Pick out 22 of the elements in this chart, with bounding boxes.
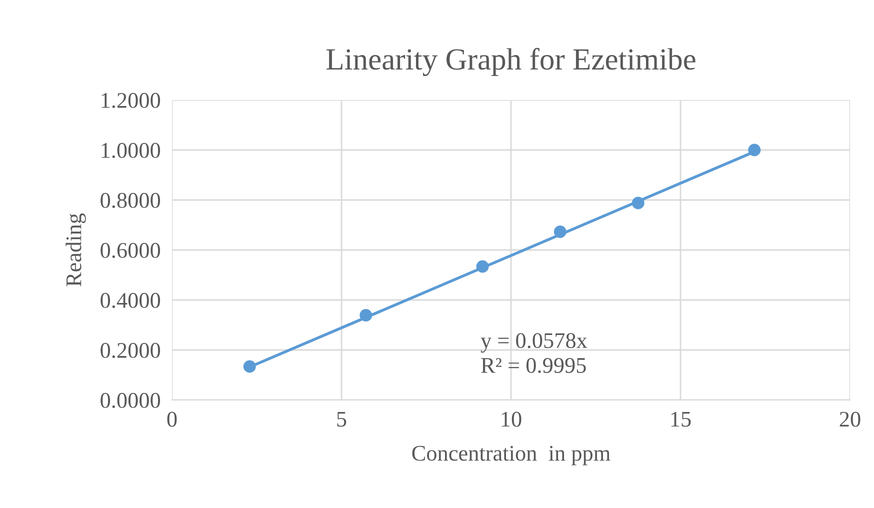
point xyxy=(476,260,489,273)
x-tick-label: 15 xyxy=(671,412,691,427)
x-tick-label: 0 xyxy=(167,412,177,427)
annotation: y = 0.0578x R² = 0.9995 xyxy=(480,333,588,374)
y-tick-label: 0.2000 xyxy=(100,342,160,358)
point xyxy=(243,360,256,373)
y-tick-label: 0.8000 xyxy=(100,192,160,208)
x-axis-title: Concentration in ppm xyxy=(412,446,610,466)
point xyxy=(360,309,372,322)
y-tick-label: 1.2000 xyxy=(102,92,160,108)
point xyxy=(632,196,644,210)
point xyxy=(748,144,761,156)
point xyxy=(554,226,566,238)
y-tick-label: 0.6000 xyxy=(100,242,160,258)
x-tick-label: 5 xyxy=(337,412,346,427)
y-tick-label: 1.0000 xyxy=(102,142,160,158)
y-axis-title: Reading xyxy=(66,213,86,286)
x-tick-label: 10 xyxy=(502,412,522,427)
chart-title: Linearity Graph for Ezetimibe xyxy=(326,48,696,76)
y-tick-label: 0.0000 xyxy=(100,392,160,408)
y-tick-label: 0.4000 xyxy=(100,292,160,308)
x-tick-label: 20 xyxy=(840,412,860,427)
